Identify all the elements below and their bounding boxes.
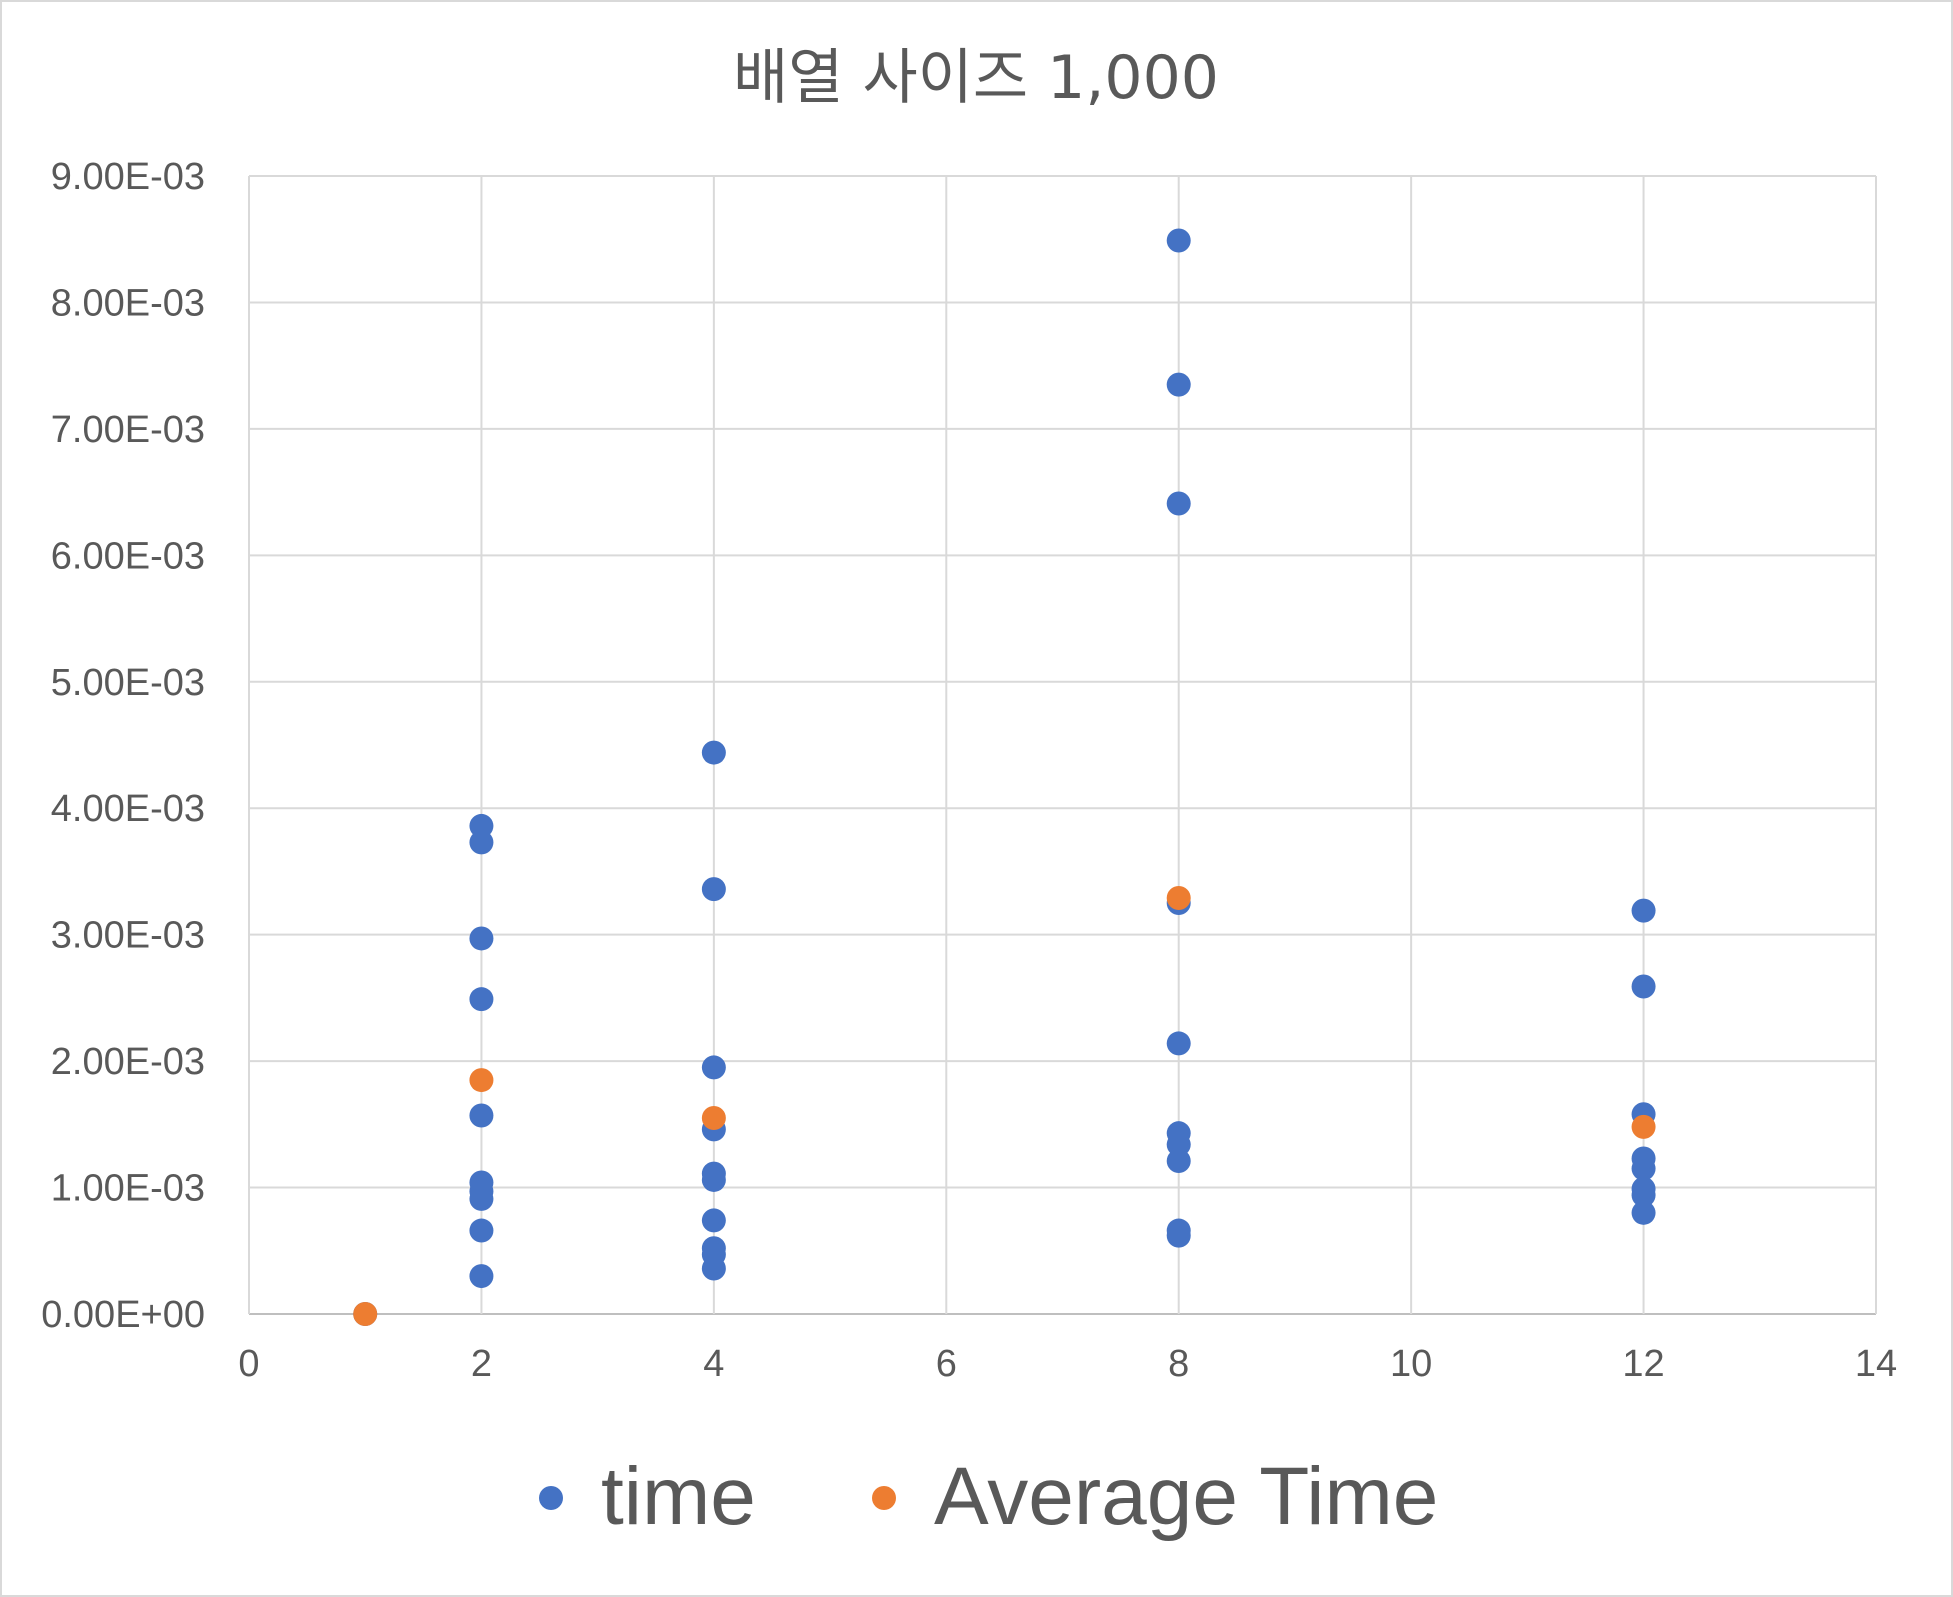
data-point	[701, 1055, 726, 1080]
x-tick-label: 4	[703, 1343, 724, 1385]
data-point	[469, 813, 494, 838]
chart-title: 배열 사이즈 1,000	[733, 43, 1219, 113]
data-point	[469, 1218, 494, 1243]
data-point	[1631, 898, 1656, 923]
y-tick-label: 6.00E-03	[51, 535, 205, 577]
data-point	[1166, 1132, 1191, 1157]
x-tick-label: 6	[936, 1343, 957, 1385]
data-point	[469, 1264, 494, 1289]
data-point	[701, 1256, 726, 1281]
data-point	[1631, 1200, 1656, 1225]
legend-label: Average Time	[934, 1451, 1438, 1542]
data-point	[701, 740, 726, 765]
legend: time Average Time	[539, 1451, 1438, 1542]
data-point	[469, 926, 494, 951]
data-point	[701, 877, 726, 902]
gridlines	[248, 175, 1877, 1315]
data-point	[1631, 1114, 1656, 1139]
data-point	[469, 1068, 494, 1093]
y-tick-label: 4.00E-03	[51, 788, 205, 830]
data-point	[353, 1302, 378, 1326]
data-point	[1166, 1223, 1191, 1248]
legend-marker	[539, 1486, 563, 1510]
y-tick-label: 5.00E-03	[51, 662, 205, 704]
data-point	[469, 1186, 494, 1211]
data-point	[1631, 974, 1656, 999]
x-tick-label: 14	[1855, 1343, 1897, 1385]
data-point	[1631, 1183, 1656, 1208]
y-tick-label: 2.00E-03	[51, 1041, 205, 1083]
data-point	[469, 1103, 494, 1128]
x-tick-label: 10	[1390, 1343, 1432, 1385]
data-point	[1631, 1156, 1656, 1181]
y-tick-label: 3.00E-03	[51, 915, 205, 957]
y-tick-label: 0.00E+00	[41, 1294, 205, 1336]
data-point	[701, 1106, 726, 1131]
y-axis-tick-labels: 0.00E+00 1.00E-03 2.00E-03 3.00E-03 4.00E-03…	[41, 156, 205, 1336]
x-tick-label: 8	[1168, 1343, 1189, 1385]
x-axis-tick-labels: 0 2 4 6 8 10 12 14	[238, 1343, 1897, 1385]
y-tick-label: 8.00E-03	[51, 282, 205, 324]
data-point	[469, 830, 494, 855]
y-tick-label: 9.00E-03	[51, 156, 205, 198]
legend-marker	[872, 1486, 896, 1510]
y-tick-label: 1.00E-03	[51, 1168, 205, 1210]
data-point	[701, 1167, 726, 1192]
data-point	[1166, 372, 1191, 397]
data-point	[701, 1208, 726, 1233]
data-point	[1166, 491, 1191, 516]
y-tick-label: 7.00E-03	[51, 409, 205, 451]
data-point	[469, 987, 494, 1012]
legend-label: time	[601, 1451, 756, 1542]
data-point	[1166, 885, 1191, 910]
data-point	[1166, 228, 1191, 253]
x-tick-label: 12	[1622, 1343, 1664, 1385]
x-tick-label: 0	[238, 1343, 259, 1385]
x-tick-label: 2	[471, 1343, 492, 1385]
data-point	[1166, 1149, 1191, 1174]
data-points	[353, 228, 1656, 1326]
data-point	[1166, 1031, 1191, 1056]
